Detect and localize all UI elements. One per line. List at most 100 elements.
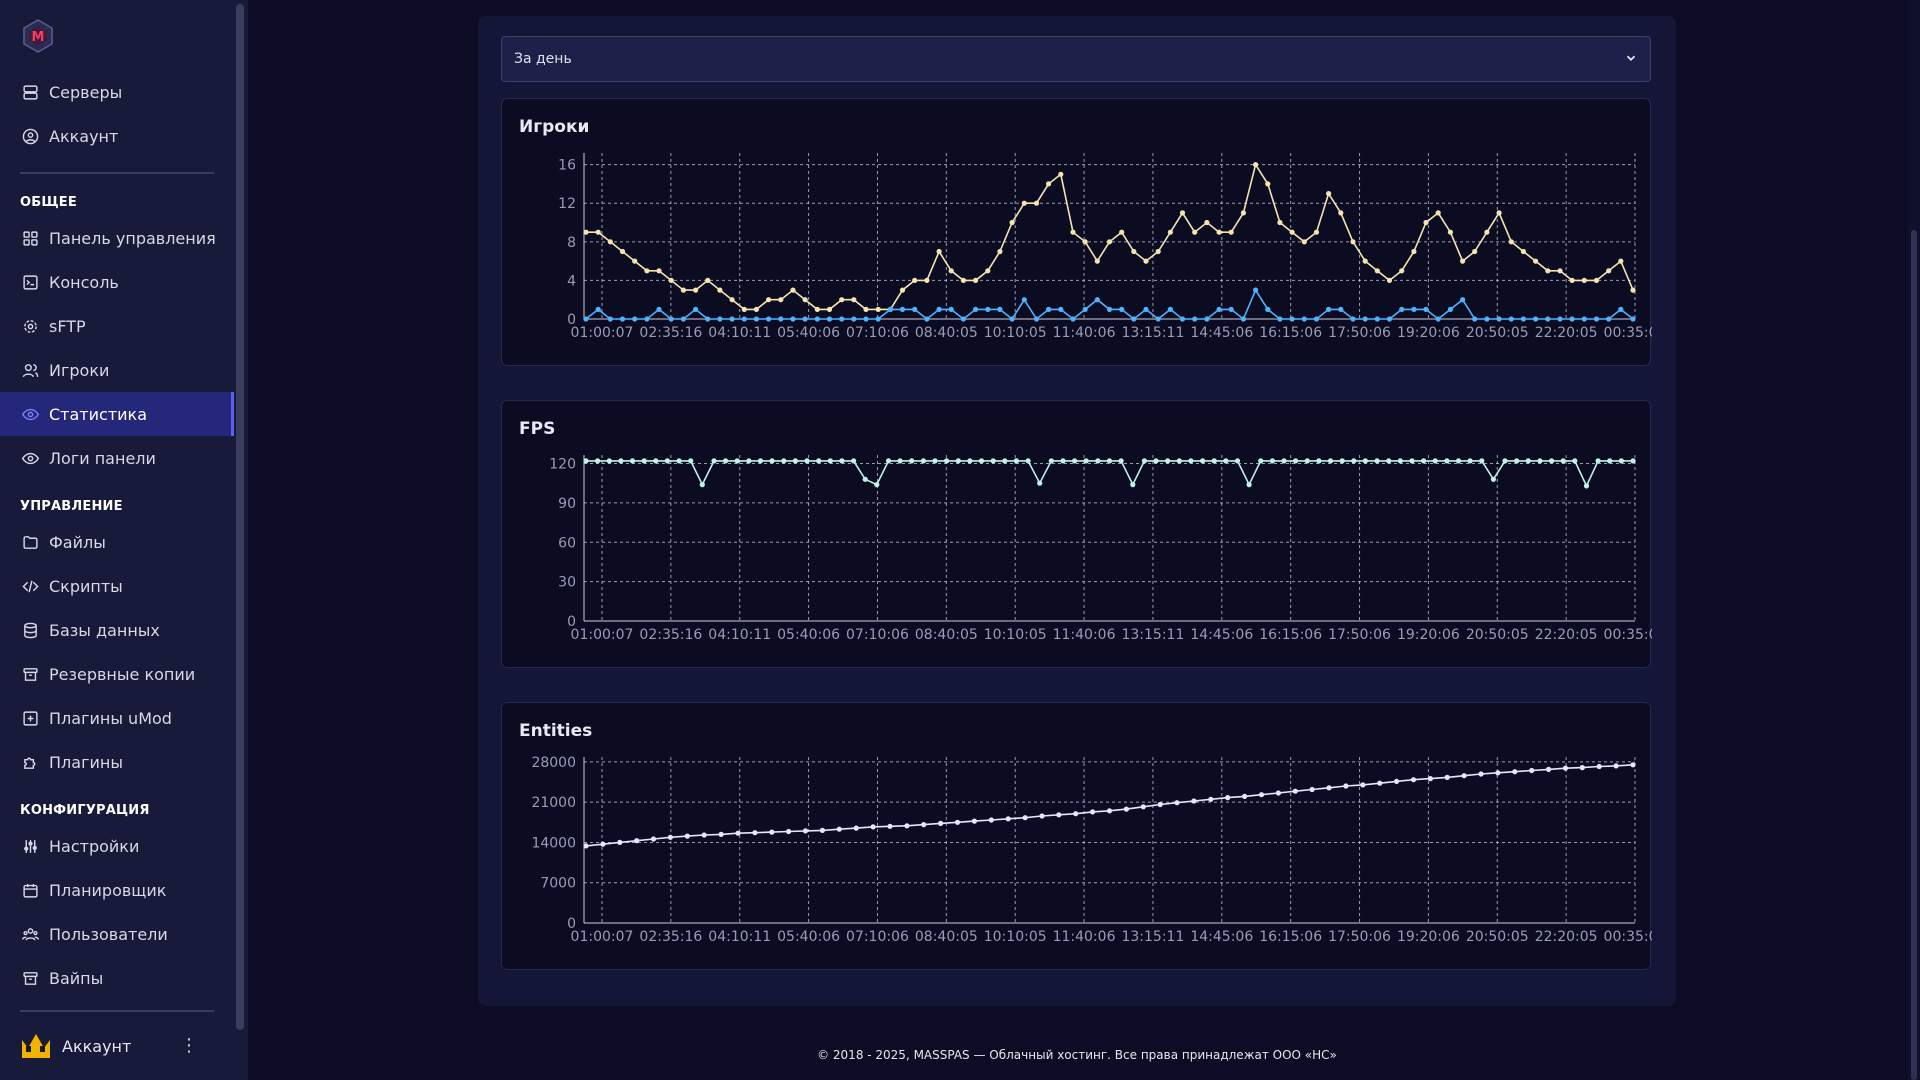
y-tick-label: 28000 — [531, 755, 576, 771]
data-point — [1106, 239, 1113, 245]
sidebar-item-wipes[interactable]: Вайпы — [0, 956, 234, 1000]
sidebar-item-users[interactable]: Пользователи — [0, 912, 234, 956]
sidebar-item-databases[interactable]: Базы данных — [0, 608, 234, 652]
fps-chart: 01:00:07 02:35:16 04:10:11 05:40:06 07:10:06… — [549, 455, 1652, 643]
sidebar-item-console[interactable]: Консоль — [0, 260, 234, 304]
sidebar-item-label: Базы данных — [49, 620, 160, 640]
data-point — [1326, 191, 1332, 197]
data-point — [985, 306, 991, 312]
x-tick-label: 17:50:06 — [1328, 929, 1391, 945]
data-point — [978, 458, 985, 464]
data-point — [1167, 306, 1173, 312]
data-point — [1204, 316, 1210, 322]
sidebar-item-scripts[interactable]: Скрипты — [0, 564, 234, 608]
data-point — [1362, 458, 1368, 464]
data-point — [1022, 815, 1028, 821]
data-point — [826, 306, 833, 312]
sidebar-item-account[interactable]: Аккаунт — [0, 114, 234, 158]
data-point — [1301, 316, 1307, 322]
y-tick-label: 120 — [549, 457, 576, 473]
data-point — [1155, 248, 1161, 255]
data-point — [1304, 458, 1310, 464]
x-tick-label: 13:15:11 — [1121, 627, 1184, 643]
x-tick-label: 00:35:06 — [1604, 325, 1652, 341]
x-tick-label: 00:35:06 — [1604, 627, 1652, 643]
data-point — [1569, 316, 1575, 322]
sidebar-scrollbar[interactable] — [236, 4, 244, 1030]
data-point — [1046, 181, 1052, 187]
sidebar-item-label: Пользователи — [49, 924, 168, 944]
period-select[interactable]: За день — [501, 36, 1651, 82]
svg-text:M: M — [32, 30, 45, 45]
data-point — [1630, 458, 1636, 464]
x-tick-label: 16:15:06 — [1259, 325, 1322, 341]
data-point — [735, 830, 741, 836]
data-point — [897, 458, 903, 464]
data-point — [1258, 458, 1264, 464]
data-point — [1421, 458, 1427, 464]
x-tick-label: 08:40:05 — [915, 929, 978, 945]
series-line-entities — [585, 764, 1634, 847]
sidebar-item-panel-logs[interactable]: Логи панели — [0, 436, 234, 480]
sidebar-item-scheduler[interactable]: Планировщик — [0, 868, 234, 912]
x-tick-label: 11:40:06 — [1053, 929, 1116, 945]
x-tick-label: 01:00:07 — [571, 325, 634, 341]
y-tick-label: 16 — [558, 158, 576, 174]
data-point — [1106, 306, 1113, 312]
data-point — [904, 823, 910, 829]
sidebar-item-statistics[interactable]: Статистика — [0, 392, 234, 436]
data-point — [1009, 219, 1015, 226]
sidebar-item-plugins[interactable]: Плагины — [0, 740, 234, 784]
y-tick-label: 60 — [558, 535, 576, 551]
data-point — [1545, 316, 1551, 322]
sidebar-item-files[interactable]: Файлы — [0, 520, 234, 564]
chevron-down-icon — [1624, 51, 1638, 69]
data-point — [1537, 458, 1543, 464]
x-tick-label: 14:45:06 — [1190, 627, 1253, 643]
data-point — [875, 306, 881, 312]
data-point — [1495, 770, 1501, 776]
sidebar-item-dashboard[interactable]: Панель управления — [0, 216, 234, 260]
data-point — [1572, 458, 1578, 464]
divider — [20, 172, 214, 174]
data-point — [595, 306, 601, 312]
logo-icon[interactable]: M — [20, 18, 56, 54]
x-tick-label: 02:35:16 — [639, 627, 702, 643]
x-tick-label: 14:45:06 — [1190, 325, 1253, 341]
data-point — [1411, 248, 1417, 255]
sidebar-item-umod-plugins[interactable]: Плагины uMod — [0, 696, 234, 740]
account-menu[interactable]: Аккаунт ⋮ — [0, 1024, 234, 1068]
sidebar-item-players[interactable]: Игроки — [0, 348, 234, 392]
page-scrollbar-thumb[interactable] — [1911, 230, 1917, 1080]
sidebar-item-servers[interactable]: Серверы — [0, 70, 234, 114]
data-point — [1581, 316, 1587, 322]
sidebar-item-sftp[interactable]: sFTP — [0, 304, 234, 348]
data-point — [1048, 458, 1054, 464]
data-point — [778, 316, 784, 322]
data-point — [814, 316, 820, 322]
x-tick-label: 00:35:06 — [1604, 929, 1652, 945]
page-scrollbar[interactable] — [1908, 0, 1920, 1080]
data-point — [641, 458, 647, 464]
data-point — [583, 316, 589, 322]
data-point — [1153, 458, 1159, 464]
data-point — [1025, 458, 1031, 464]
data-point — [960, 277, 966, 283]
x-tick-label: 08:40:05 — [915, 627, 978, 643]
data-point — [921, 822, 927, 828]
data-point — [912, 306, 918, 312]
series-line-fps — [586, 460, 1633, 488]
data-point — [778, 297, 784, 303]
data-point — [1607, 458, 1613, 464]
sidebar-item-settings[interactable]: Настройки — [0, 824, 234, 868]
data-point — [1131, 248, 1137, 255]
sidebar-item-backups[interactable]: Резервные копии — [0, 652, 234, 696]
x-tick-label: 02:35:16 — [639, 325, 702, 341]
chart-title: FPS — [519, 419, 556, 439]
user-circle-icon — [21, 127, 39, 145]
data-point — [1253, 162, 1259, 168]
more-vertical-icon[interactable]: ⋮ — [180, 1035, 198, 1056]
data-point — [967, 458, 973, 464]
data-point — [1240, 210, 1246, 216]
x-tick-label: 07:10:06 — [846, 929, 909, 945]
